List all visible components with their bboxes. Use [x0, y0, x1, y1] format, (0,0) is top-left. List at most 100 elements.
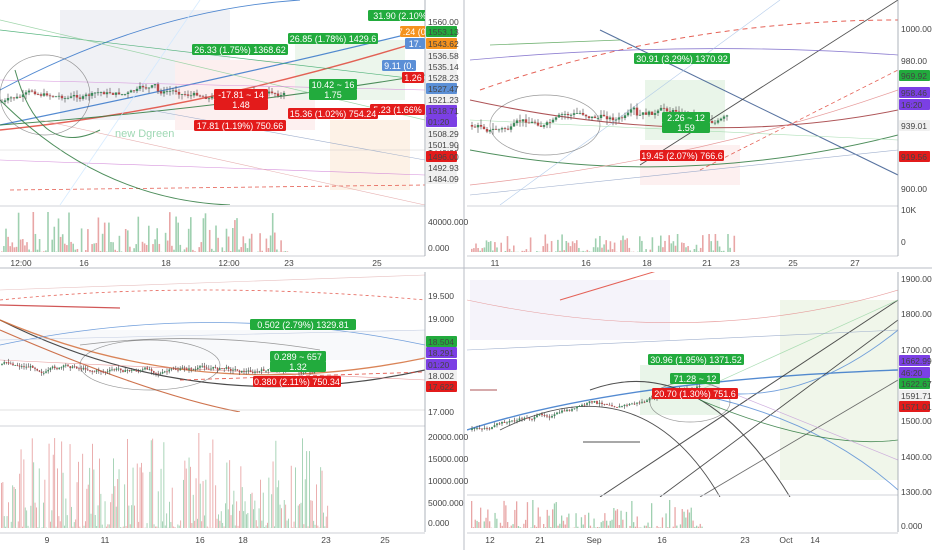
candle-body — [183, 367, 186, 369]
measure-annotation-bg — [368, 10, 425, 21]
price-tag: 1571.01 — [899, 401, 932, 412]
volume-bar — [530, 527, 532, 528]
volume-bar — [672, 241, 675, 252]
volume-bar — [38, 239, 41, 252]
candle-body — [493, 425, 496, 428]
measure-annotation-bg — [400, 26, 425, 37]
candle-body — [478, 428, 481, 429]
price-tag-label: 1553.13 — [428, 27, 459, 37]
trendline — [599, 299, 898, 497]
volume-bar — [173, 249, 175, 252]
candle-body — [168, 369, 170, 372]
volume-bar — [15, 246, 18, 252]
time-tick-label: 16 — [195, 535, 205, 545]
price-tag-label: 17.622 — [428, 382, 454, 392]
price-tick-label: 1900.00 — [901, 274, 932, 284]
volume-bar — [222, 522, 224, 528]
volume-bar — [87, 484, 89, 528]
volume-bar — [156, 526, 158, 528]
volume-bar — [58, 516, 60, 528]
candle-body — [45, 93, 49, 96]
volume-bar — [171, 487, 173, 528]
volume-bar — [192, 249, 194, 252]
volume-bar — [699, 247, 702, 252]
volume-bar — [93, 243, 95, 252]
volume-bar — [485, 517, 487, 528]
volume-bar — [201, 521, 203, 528]
volume-bar — [115, 506, 117, 528]
volume-bar — [661, 517, 664, 528]
volume-bar — [10, 521, 12, 528]
candle-body — [641, 112, 645, 115]
price-tag-bg — [426, 370, 457, 381]
volume-bar — [696, 525, 698, 528]
candle-body — [247, 370, 250, 372]
candle-body — [533, 417, 536, 420]
candle-body — [641, 401, 643, 403]
candle-body — [126, 92, 130, 95]
volume-bar — [268, 477, 270, 528]
price-tag: 17.622 — [426, 381, 457, 392]
volume-bar — [278, 480, 280, 528]
candle-body — [71, 366, 74, 369]
price-tag-label: 1492.93 — [428, 163, 459, 173]
candle-body — [142, 369, 144, 371]
volume-bar — [657, 245, 660, 252]
volume-bar — [505, 505, 507, 528]
volume-bar — [472, 527, 475, 528]
measure-annotation: 1.26 — [402, 72, 424, 83]
price-tag: 1591.71 — [899, 390, 932, 401]
volume-bar — [226, 462, 228, 528]
candle-body — [162, 91, 166, 94]
volume-bar — [699, 523, 701, 528]
volume-bar — [59, 521, 61, 528]
price-tag: 1622.67 — [899, 378, 932, 389]
candle-body — [279, 95, 283, 96]
candle-body — [161, 371, 164, 374]
volume-bar — [679, 524, 682, 528]
candle-body — [473, 126, 477, 128]
volume-bar — [43, 502, 44, 528]
volume-bar — [166, 513, 168, 528]
volume-bar — [202, 218, 205, 252]
candle-body — [32, 365, 34, 368]
volume-bar — [250, 493, 252, 528]
candle-body — [644, 112, 648, 115]
measure-annotation: 20.70 (1.30%) 751.6 — [652, 388, 738, 399]
price-tick-label: 1500.00 — [901, 416, 932, 426]
trendline — [489, 39, 621, 46]
price-tag-bg — [899, 87, 930, 98]
volume-bar — [622, 235, 624, 252]
volume-bar — [510, 525, 512, 528]
volume-bar — [613, 508, 615, 528]
volume-bar — [261, 250, 263, 252]
measure-annotation: 30.96 (1.95%) 1371.52 — [648, 354, 744, 365]
volume-bar — [200, 242, 203, 252]
candle-body — [139, 370, 142, 372]
volume-bar — [64, 525, 65, 528]
volume-bar — [127, 438, 128, 528]
volume-bar — [729, 247, 731, 252]
candle-body — [174, 90, 178, 92]
candle-body — [498, 423, 501, 425]
volume-bar — [96, 526, 98, 528]
measure-annotation-bg — [382, 60, 416, 71]
volume-bar — [125, 526, 127, 528]
volume-bar — [52, 454, 54, 528]
shaded-zone — [0, 330, 425, 360]
volume-bar — [306, 451, 308, 528]
volume-bar — [475, 243, 477, 252]
volume-bar — [65, 498, 67, 528]
price-tag: 958.46 — [899, 87, 930, 98]
volume-bar — [279, 504, 281, 528]
volume-bar — [516, 501, 518, 528]
volume-bar — [685, 247, 687, 252]
volume-bar — [138, 521, 140, 528]
volume-bar — [89, 467, 91, 528]
volume-bar — [80, 228, 83, 252]
candle-body — [241, 370, 243, 373]
volume-bar — [525, 249, 528, 252]
volume-bar — [254, 500, 256, 528]
candle-body — [590, 116, 594, 119]
volume-bar — [169, 501, 170, 528]
